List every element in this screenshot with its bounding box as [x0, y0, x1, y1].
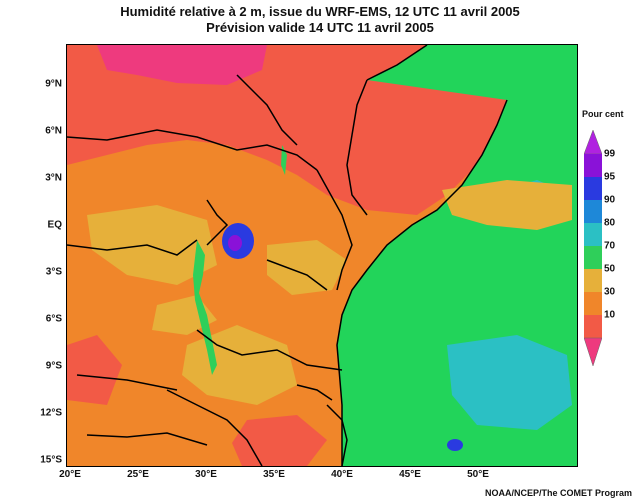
lake-turkana: [281, 145, 287, 175]
legend-tick-80: 80: [604, 217, 616, 229]
lon-label-25e: 25°E: [127, 469, 149, 480]
dry-patch-angola: [67, 335, 122, 405]
title-line-2: Prévision valide 14 UTC 11 avril 2005: [206, 20, 434, 35]
legend-swatch-95: [584, 177, 602, 200]
lat-label-9s: 9°S: [45, 360, 62, 372]
lat-label-12s: 12°S: [40, 407, 62, 419]
lake-victoria-core: [228, 235, 242, 251]
lat-label-6s: 6°S: [45, 313, 62, 325]
credit-text: NOAA/NCEP/The COMET Program: [484, 488, 632, 498]
color-legend-bar: [584, 130, 602, 367]
lon-label-50e: 50°E: [467, 469, 489, 480]
legend-swatch-10: [584, 315, 602, 338]
legend-tick-70: 70: [604, 240, 616, 252]
lat-label-15s: 15°S: [40, 454, 62, 466]
legend-swatch-70: [584, 246, 602, 269]
madagascar-humid-spot: [447, 439, 463, 451]
country-borders: [67, 74, 368, 466]
lon-label-45e: 45°E: [399, 469, 421, 480]
humidity-field: [67, 45, 577, 466]
lat-label-3n: 3°N: [45, 172, 62, 184]
map-title: Humidité relative à 2 m, issue du WRF-EM…: [0, 4, 640, 36]
legend-swatch-90: [584, 200, 602, 223]
legend-swatch-99: [584, 154, 602, 177]
legend-tick-99: 99: [604, 148, 616, 160]
legend-tick-95: 95: [604, 171, 616, 183]
title-line-1: Humidité relative à 2 m, issue du WRF-EM…: [120, 4, 520, 19]
legend-tick-90: 90: [604, 194, 616, 206]
legend-arrow-top: [584, 130, 602, 155]
dry-patch-south: [232, 415, 327, 466]
lon-label-30e: 30°E: [195, 469, 217, 480]
legend-swatch-80: [584, 223, 602, 246]
legend-swatch-50: [584, 269, 602, 292]
coastline: [336, 45, 508, 466]
lon-label-35e: 35°E: [263, 469, 285, 480]
legend-tick-10: 10: [604, 309, 616, 321]
legend-tick-50: 50: [604, 263, 616, 275]
legend-arrow-bottom: [584, 337, 602, 367]
lat-label-eq: EQ: [47, 219, 62, 231]
legend-tick-30: 30: [604, 286, 616, 298]
very-dry-zone-north: [97, 45, 267, 85]
ocean-patch-70: [442, 180, 572, 230]
lon-label-20e: 20°E: [59, 469, 81, 480]
humidity-map: [66, 44, 578, 467]
lat-label-9n: 9°N: [45, 78, 62, 90]
humid-patch-kenya: [267, 240, 347, 295]
lat-label-3s: 3°S: [45, 266, 62, 278]
humid-patch-west: [87, 205, 217, 285]
lon-label-40e: 40°E: [331, 469, 353, 480]
ocean-patch-90-south: [447, 335, 572, 430]
legend-title: Pour cent: [582, 109, 624, 119]
legend-swatch-30: [584, 292, 602, 315]
lat-label-6n: 6°N: [45, 125, 62, 137]
